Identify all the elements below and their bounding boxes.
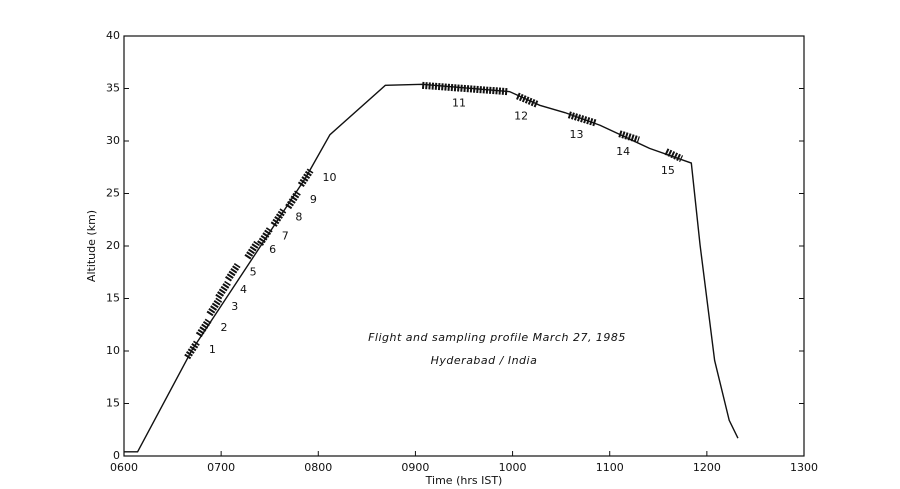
sample-label: 2	[221, 321, 228, 334]
x-tick-label: 1000	[499, 461, 527, 474]
sample-marker	[516, 92, 539, 108]
sample-label: 6	[269, 243, 276, 256]
x-axis-label: Time (hrs IST)	[425, 474, 503, 487]
y-tick-label: 40	[106, 29, 120, 42]
sample-marker	[225, 262, 241, 282]
y-tick-label: 35	[106, 82, 120, 95]
y-tick-label: 20	[106, 239, 120, 252]
y-axis-label: Altitude (km)	[85, 210, 98, 282]
sample-marker	[184, 340, 200, 360]
sample-marker	[297, 168, 314, 188]
sample-label: 12	[514, 109, 528, 122]
sample-marker	[215, 280, 231, 300]
y-tick-label: 30	[106, 134, 120, 147]
sample-marker	[567, 111, 598, 127]
sample-marker	[206, 297, 223, 317]
sample-marker	[195, 318, 212, 338]
x-tick-label: 0600	[110, 461, 138, 474]
x-tick-label: 0700	[207, 461, 235, 474]
sample-marker	[618, 130, 640, 144]
y-tick-label: 15	[106, 397, 120, 410]
flight-line	[124, 83, 739, 453]
x-tick-label: 0900	[401, 461, 429, 474]
sample-marker	[257, 227, 273, 246]
sample-label: 9	[310, 193, 317, 206]
sample-marker	[285, 190, 301, 210]
x-tick-label: 1100	[596, 461, 624, 474]
sample-label: 4	[240, 283, 247, 296]
annotation: Hyderabad / India	[431, 354, 538, 367]
sample-label: 15	[661, 164, 675, 177]
sample-marker	[664, 148, 684, 163]
y-tick-label: 0	[113, 449, 120, 462]
sample-label: 3	[231, 300, 238, 313]
x-tick-label: 1200	[693, 461, 721, 474]
sample-label: 10	[323, 171, 337, 184]
annotation: Flight and sampling profile March 27, 19…	[368, 331, 626, 344]
sample-label: 8	[295, 211, 302, 224]
sample-label: 7	[282, 230, 289, 243]
sample-label: 13	[570, 128, 584, 141]
sample-label: 1	[209, 343, 216, 356]
y-tick-label: 25	[106, 187, 120, 200]
y-tick-label: 15	[106, 292, 120, 305]
sample-marker	[244, 240, 261, 260]
sample-label: 14	[616, 145, 630, 158]
y-tick-label: 10	[106, 344, 120, 357]
x-tick-label: 1300	[790, 461, 818, 474]
x-tick-label: 0800	[304, 461, 332, 474]
sample-label: 5	[250, 265, 257, 278]
sample-marker	[270, 208, 287, 227]
sample-label: 11	[452, 97, 466, 110]
sample-marker	[421, 81, 508, 96]
